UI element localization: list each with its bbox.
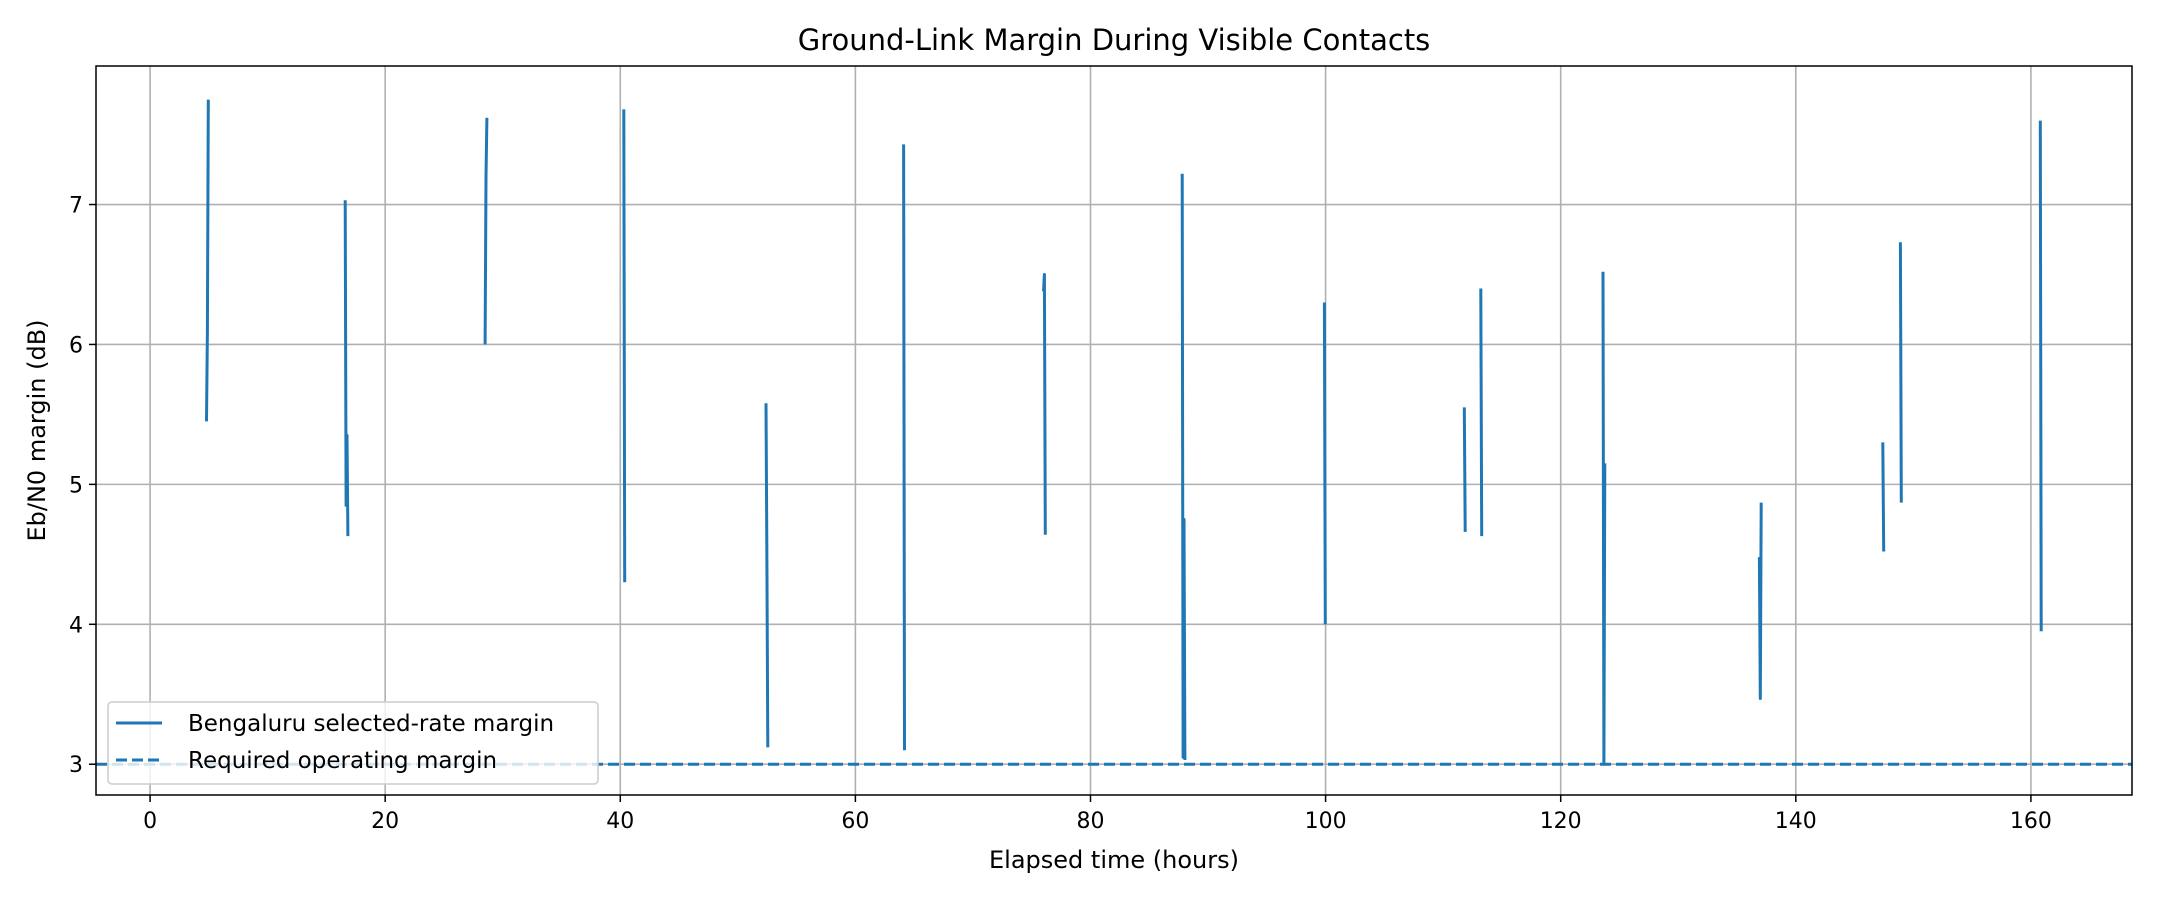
x-tick-label: 20 <box>371 809 399 834</box>
y-tick-label: 5 <box>69 473 83 498</box>
legend-label-selected-rate: Bengaluru selected-rate margin <box>188 711 554 737</box>
margin-contact-segment <box>764 403 770 748</box>
x-tick-label: 60 <box>841 809 869 834</box>
chart-title: Ground-Link Margin During Visible Contac… <box>798 23 1431 57</box>
y-tick-label: 6 <box>69 333 83 358</box>
x-tick-label: 40 <box>606 809 634 834</box>
y-tick-label: 4 <box>69 613 83 638</box>
margin-contact-segment <box>622 109 627 583</box>
margin-contact-segment <box>1042 273 1047 535</box>
margin-contact-segment <box>343 200 350 537</box>
y-tick-label: 7 <box>69 194 83 219</box>
x-tick-label: 140 <box>1775 809 1817 834</box>
grid-layer <box>96 66 2132 795</box>
x-axis-label: Elapsed time (hours) <box>989 846 1239 874</box>
x-tick-label: 0 <box>143 809 157 834</box>
margin-contact-segment <box>1180 173 1187 761</box>
x-tick-label: 80 <box>1076 809 1104 834</box>
legend-label-required-margin: Required operating margin <box>188 748 497 774</box>
margin-contact-segment <box>1881 442 1886 552</box>
margin-contact-segment <box>1898 242 1903 503</box>
x-tick-label: 160 <box>2010 809 2052 834</box>
margin-contact-segment <box>1462 407 1467 532</box>
margin-contact-segment <box>1479 288 1484 537</box>
margin-contact-segment <box>1322 302 1327 625</box>
y-tick-label: 3 <box>69 753 83 778</box>
tick-layer: 0 20 40 60 80 100 120 140 160 3 4 5 6 7 <box>69 194 2052 834</box>
data-layer <box>96 99 2132 766</box>
legend: Bengaluru selected-rate margin Required … <box>107 701 599 785</box>
margin-contact-segment <box>205 99 210 422</box>
plot-frame <box>95 65 2133 796</box>
margin-contact-segment <box>483 117 489 345</box>
legend-box <box>107 701 599 785</box>
margin-contact-segment <box>1601 271 1607 766</box>
x-tick-label: 120 <box>1540 809 1582 834</box>
y-axis-label: Eb/N0 margin (dB) <box>23 319 51 541</box>
margin-contact-segment <box>2038 120 2043 632</box>
margin-contact-segment <box>902 144 906 751</box>
x-tick-label: 100 <box>1305 809 1347 834</box>
margin-contact-segment <box>1757 502 1763 700</box>
